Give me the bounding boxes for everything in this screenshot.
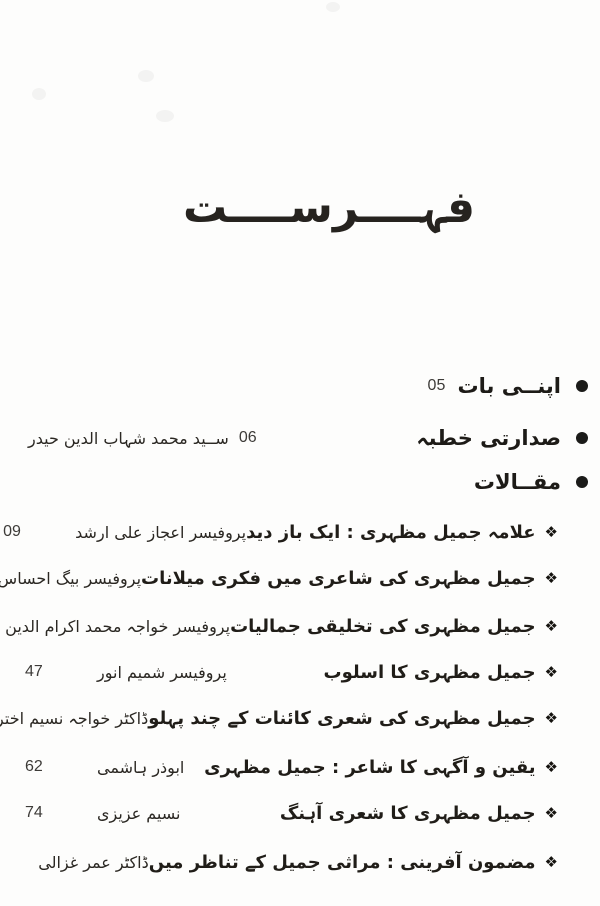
section-page-number: 05: [427, 377, 446, 394]
toc-section-row: اپنــی بات 05: [0, 366, 600, 406]
article-title: جمیل مظہری کا اسلوب: [323, 661, 536, 683]
page-title: فہــــرســــت: [182, 182, 476, 233]
article-author: پروفیسر اعجاز علی ارشد: [75, 522, 247, 542]
diamond-icon: ❖: [544, 803, 558, 822]
article-author: ابوذر ہاشمی: [97, 757, 185, 777]
article-author: پروفیسر بیگ احساس: [0, 568, 142, 588]
toc-article-row: ❖ جمیل مظہری کی شعری کائنات کے چند پہلو …: [0, 698, 600, 738]
article-title: جمیل مظہری کا شعری آہنگ: [279, 802, 536, 824]
article-title: جمیل مظہری کی شعری کائنات کے چند پہلو: [148, 707, 536, 729]
article-page-number: 09: [3, 523, 21, 540]
diamond-icon: ❖: [544, 757, 558, 776]
diamond-icon: ❖: [544, 568, 558, 587]
scan-smudge: [138, 70, 154, 82]
article-page-number: 62: [25, 758, 43, 775]
section-title: صدارتی خطبہ: [416, 426, 561, 450]
toc-article-row: ❖ مضمون آفرینی : مراثی جمیل کے تناظر میں…: [0, 842, 600, 882]
diamond-icon: ❖: [544, 616, 558, 635]
article-title: جمیل مظہری کی شاعری میں فکری میلانات: [141, 567, 536, 589]
article-page-number: 47: [25, 663, 43, 680]
section-page-number: 06: [238, 429, 257, 446]
scan-smudge: [156, 110, 174, 122]
article-title: مضمون آفرینی : مراثی جمیل کے تناظر میں: [148, 851, 536, 873]
bullet-icon: [576, 476, 588, 488]
article-author: پروفیسر شمیم انور: [97, 662, 227, 682]
toc-article-row: ❖ جمیل مظہری کی تخلیقی جمالیات پروفیسر خ…: [0, 606, 600, 646]
article-author: ڈاکٹر عمر غزالی: [38, 852, 149, 872]
article-author: نسیم عزیزی: [97, 803, 181, 823]
toc-article-row: ❖ یقین و آگہی کا شاعر : جمیل مظہری ابوذر…: [0, 747, 600, 787]
scan-smudge: [32, 88, 46, 100]
toc-article-row: ❖ جمیل مظہری کا شعری آہنگ نسیم عزیزی 74: [0, 793, 600, 833]
toc-article-row: ❖ جمیل مظہری کی شاعری میں فکری میلانات پ…: [0, 558, 600, 598]
section-title: مقــالات: [473, 470, 561, 494]
article-author: پروفیسر خواجہ محمد اکرام الدین: [5, 616, 231, 636]
toc-section-row: مقــالات: [0, 462, 600, 502]
article-title: علامہ جمیل مظہری : ایک باز دید: [246, 521, 536, 543]
diamond-icon: ❖: [544, 708, 558, 727]
diamond-icon: ❖: [544, 662, 558, 681]
section-title: اپنــی بات: [457, 374, 561, 398]
toc-article-row: ❖ جمیل مظہری کا اسلوب پروفیسر شمیم انور …: [0, 652, 600, 692]
toc-section-row: صدارتی خطبہ 06 ســید محمد شہاب الدین حید…: [0, 418, 600, 458]
bullet-icon: [576, 432, 588, 444]
article-page-number: 74: [25, 804, 43, 821]
section-author: ســید محمد شہاب الدین حیدر: [28, 428, 229, 448]
article-author: ڈاکٹر خواجہ نسیم اختر: [0, 708, 149, 728]
bullet-icon: [576, 380, 588, 392]
author-page-group: 06 ســید محمد شہاب الدین حیدر: [28, 429, 257, 448]
scan-smudge: [326, 2, 340, 12]
diamond-icon: ❖: [544, 522, 558, 541]
article-title: جمیل مظہری کی تخلیقی جمالیات: [230, 615, 536, 637]
article-title: یقین و آگہی کا شاعر : جمیل مظہری: [204, 756, 536, 778]
toc-article-row: ❖ علامہ جمیل مظہری : ایک باز دید پروفیسر…: [0, 512, 600, 552]
diamond-icon: ❖: [544, 852, 558, 871]
